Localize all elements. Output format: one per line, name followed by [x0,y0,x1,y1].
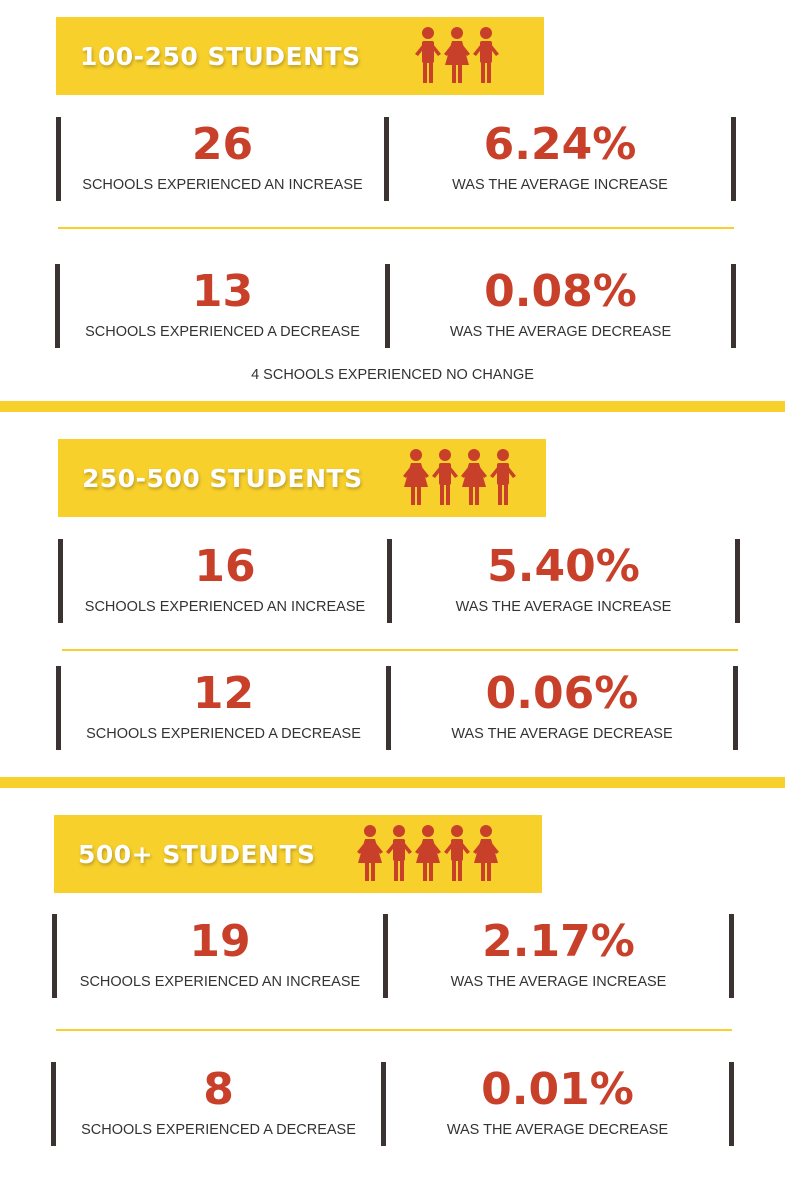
stat-caption: WAS THE AVERAGE DECREASE [446,1122,669,1138]
stat-number: 6.24% [483,119,637,170]
increase-count-stat: 16 SCHOOLS EXPERIENCED AN INCREASE [63,542,387,616]
divider-bar [729,914,734,998]
divider-bar [383,914,388,998]
person-icon [490,449,516,505]
stat-number: 19 [189,916,251,967]
person-icon [432,449,458,505]
people-group-icon [403,449,516,505]
stat-caption: SCHOOLS EXPERIENCED AN INCREASE [82,177,363,193]
divider-bar [384,117,389,201]
stat-number: 0.06% [485,668,639,719]
section-separator [0,777,785,788]
stat-caption: WAS THE AVERAGE INCREASE [455,599,672,615]
stat-number: 2.17% [482,916,635,967]
stat-number: 12 [192,668,255,719]
increase-average-stat: 6.24% WAS THE AVERAGE INCREASE [389,120,731,194]
decrease-average-stat: 0.01% WAS THE AVERAGE DECREASE [386,1065,729,1139]
divider-line [58,227,734,229]
divider-bar [55,264,60,348]
divider-line [56,1029,732,1031]
divider-bar [386,666,391,750]
divider-bar [385,264,390,348]
stat-number: 13 [191,266,254,317]
section-separator [0,401,785,412]
people-group-icon [357,825,499,881]
section-1-banner: 100-250 STUDENTS [56,17,544,95]
increase-count-stat: 26 SCHOOLS EXPERIENCED AN INCREASE [61,120,384,194]
section-3-title: 500+ STUDENTS [78,839,316,869]
person-icon [444,825,470,881]
person-icon [473,27,499,83]
divider-bar [56,666,61,750]
decrease-average-stat: 0.08% WAS THE AVERAGE DECREASE [390,267,731,341]
divider-bar [731,117,736,201]
person-icon [386,825,412,881]
section-3-banner: 500+ STUDENTS [54,815,542,893]
stat-caption: WAS THE AVERAGE DECREASE [451,726,673,742]
stat-number: 0.08% [484,266,637,317]
divider-bar [729,1062,734,1146]
divider-bar [381,1062,386,1146]
no-change-note: 4 SCHOOLS EXPERIENCED NO CHANGE [251,367,534,383]
stat-number: 26 [191,119,254,170]
divider-line [62,649,738,651]
divider-bar [51,1062,56,1146]
divider-bar [731,264,736,348]
increase-count-stat: 19 SCHOOLS EXPERIENCED AN INCREASE [57,917,383,991]
stat-caption: WAS THE AVERAGE INCREASE [450,974,667,990]
divider-bar [56,117,61,201]
divider-bar [387,539,392,623]
stat-caption: SCHOOLS EXPERIENCED A DECREASE [81,1122,356,1138]
decrease-count-stat: 8 SCHOOLS EXPERIENCED A DECREASE [56,1065,381,1139]
person-icon [415,825,441,881]
stat-caption: WAS THE AVERAGE INCREASE [452,177,668,193]
stat-number: 0.01% [481,1064,634,1115]
divider-bar [52,914,57,998]
decrease-average-stat: 0.06% WAS THE AVERAGE DECREASE [391,669,733,743]
stat-caption: SCHOOLS EXPERIENCED A DECREASE [86,726,361,742]
section-2-title: 250-500 STUDENTS [82,463,363,493]
decrease-count-stat: 13 SCHOOLS EXPERIENCED A DECREASE [60,267,385,341]
section-2-banner: 250-500 STUDENTS [58,439,546,517]
stat-caption: WAS THE AVERAGE DECREASE [449,324,672,340]
stat-caption: SCHOOLS EXPERIENCED A DECREASE [85,324,360,340]
person-icon [403,449,429,505]
section-1-title: 100-250 STUDENTS [80,41,361,71]
divider-bar [735,539,740,623]
increase-average-stat: 2.17% WAS THE AVERAGE INCREASE [388,917,729,991]
divider-bar [733,666,738,750]
decrease-count-stat: 12 SCHOOLS EXPERIENCED A DECREASE [61,669,386,743]
person-icon [415,27,441,83]
person-icon [444,27,470,83]
people-group-icon [415,27,499,83]
divider-bar [58,539,63,623]
stat-caption: SCHOOLS EXPERIENCED AN INCREASE [79,974,361,990]
person-icon [473,825,499,881]
stat-caption: SCHOOLS EXPERIENCED AN INCREASE [84,599,366,615]
person-icon [357,825,383,881]
stat-number: 8 [203,1064,234,1115]
stat-number: 5.40% [487,541,640,592]
person-icon [461,449,487,505]
increase-average-stat: 5.40% WAS THE AVERAGE INCREASE [392,542,735,616]
stat-number: 16 [194,541,256,592]
